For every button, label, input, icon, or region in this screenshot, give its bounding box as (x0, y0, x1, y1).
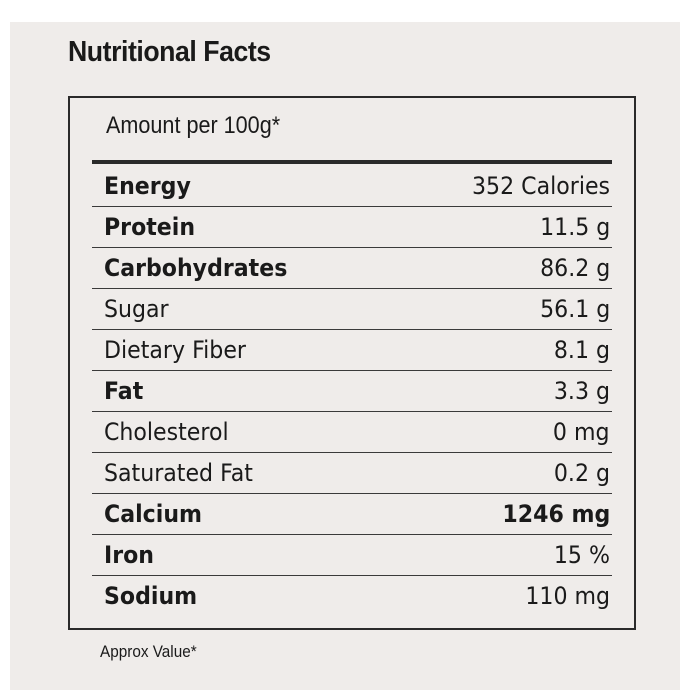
table-row: Dietary Fiber 8.1 g (92, 330, 612, 371)
table-rows: Energy 352 Calories Protein 11.5 g Carbohydr… (92, 166, 612, 617)
table-row: Carbohydrates 86.2 g (92, 248, 612, 289)
table-row: Calcium 1246 mg (92, 494, 612, 535)
divider (92, 160, 612, 164)
nutrient-label: Cholesterol (104, 418, 229, 446)
nutrient-value: 0 mg (553, 418, 610, 446)
nutrient-value: 11.5 g (539, 213, 610, 241)
table-row: Protein 11.5 g (92, 207, 612, 248)
nutrient-value: 1246 mg (502, 500, 610, 528)
table-row: Fat 3.3 g (92, 371, 612, 412)
nutrient-label: Energy (104, 172, 191, 200)
nutrient-label: Calcium (104, 500, 203, 528)
nutrient-label: Sugar (104, 295, 169, 323)
table-header: Amount per 100g* (106, 112, 281, 139)
nutrient-label: Saturated Fat (104, 459, 253, 487)
nutrient-label: Protein (104, 213, 196, 241)
nutrient-value: 86.2 g (539, 254, 610, 282)
footnote: Approx Value* (100, 642, 197, 661)
nutrient-value: 15 % (553, 541, 610, 569)
facts-table: Amount per 100g* Energy 352 Calories Prote… (68, 96, 636, 630)
table-row: Energy 352 Calories (92, 166, 612, 207)
nutrient-label: Fat (104, 377, 144, 405)
nutrient-label: Sodium (104, 582, 198, 610)
label-background (10, 22, 680, 690)
nutrient-label: Iron (104, 541, 154, 569)
nutrient-value: 352 Calories (471, 172, 610, 200)
table-row: Sodium 110 mg (92, 576, 612, 617)
nutrient-value: 3.3 g (553, 377, 610, 405)
nutrient-value: 0.2 g (553, 459, 610, 487)
nutrient-value: 110 mg (525, 582, 610, 610)
table-row: Sugar 56.1 g (92, 289, 612, 330)
nutrient-label: Carbohydrates (104, 254, 288, 282)
table-row: Cholesterol 0 mg (92, 412, 612, 453)
nutrient-value: 8.1 g (553, 336, 610, 364)
title: Nutritional Facts (68, 36, 271, 68)
table-row: Iron 15 % (92, 535, 612, 576)
table-row: Saturated Fat 0.2 g (92, 453, 612, 494)
nutrient-label: Dietary Fiber (104, 336, 246, 364)
nutrient-value: 56.1 g (539, 295, 610, 323)
